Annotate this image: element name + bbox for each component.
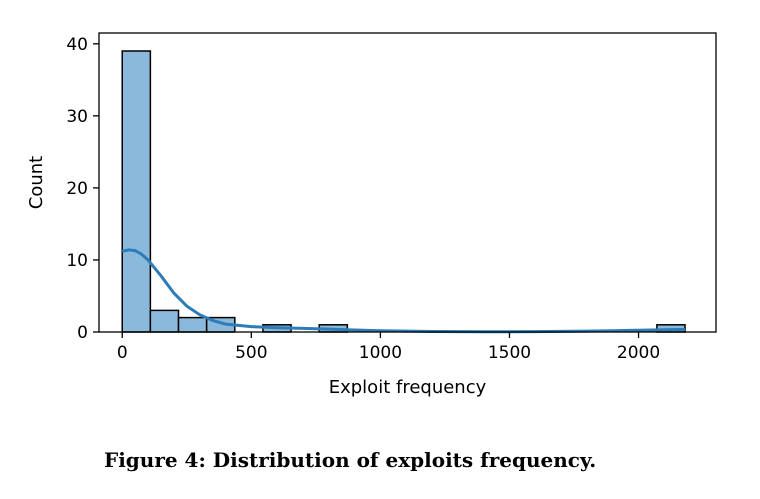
histogram-bar-0 bbox=[121, 50, 152, 333]
y-tick-label: 20 bbox=[66, 179, 88, 199]
y-tick-label: 40 bbox=[66, 35, 88, 55]
histogram-chart: 0 500 1000 1500 2000 0 10 20 30 40 Exploit frequ… bbox=[26, 32, 717, 398]
kde-curve bbox=[121, 248, 686, 334]
y-axis-ticks: 0 10 20 30 40 bbox=[66, 35, 99, 343]
histogram-bar-1 bbox=[149, 309, 180, 333]
figure-caption: Figure 4: Distribution of exploits frequ… bbox=[104, 448, 597, 472]
x-tick-label: 1000 bbox=[359, 343, 402, 363]
plot-frame bbox=[98, 32, 717, 333]
x-tick-label: 0 bbox=[117, 343, 128, 363]
y-tick-label: 30 bbox=[66, 107, 88, 127]
y-tick-label: 10 bbox=[66, 251, 88, 271]
x-tick-label: 500 bbox=[235, 343, 267, 363]
bars-group bbox=[121, 50, 686, 333]
y-tick-label: 0 bbox=[77, 323, 88, 343]
x-tick-label: 2000 bbox=[617, 343, 660, 363]
x-axis-ticks: 0 500 1000 1500 2000 bbox=[117, 332, 660, 363]
histogram-bar-2 bbox=[177, 316, 208, 333]
x-axis-label: Exploit frequency bbox=[329, 377, 487, 398]
x-tick-label: 1500 bbox=[488, 343, 531, 363]
y-axis-label: Count bbox=[26, 156, 47, 209]
